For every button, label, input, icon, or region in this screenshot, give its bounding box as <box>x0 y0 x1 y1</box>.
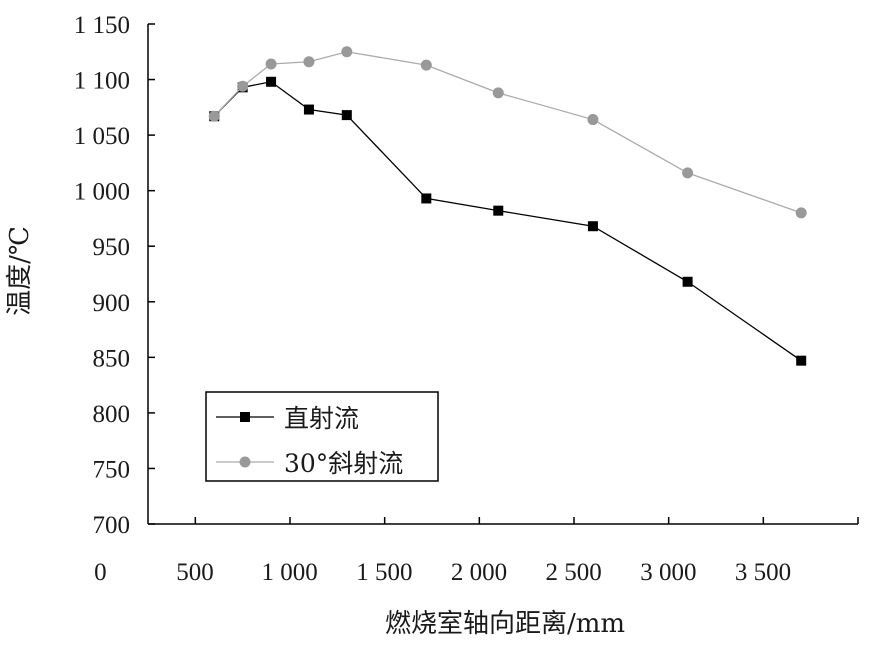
data-point <box>587 114 599 126</box>
x-ticks: 0 500 1 000 1 500 2 000 2 500 3 000 3 500 <box>94 517 859 586</box>
data-point <box>208 110 220 122</box>
data-point <box>265 58 277 70</box>
legend-marker-oblique <box>239 456 251 468</box>
x-tick-label: 0 <box>94 559 107 586</box>
y-tick-label: 1 150 <box>74 12 130 39</box>
data-point <box>303 56 315 68</box>
data-point <box>421 193 432 204</box>
y-tick-label: 700 <box>93 512 131 539</box>
series-layer <box>208 46 807 366</box>
data-point <box>341 110 352 121</box>
y-tick-label: 1 050 <box>74 123 130 150</box>
data-point <box>795 207 807 219</box>
x-tick-label: 1 500 <box>356 559 412 586</box>
series-line <box>213 51 802 214</box>
x-axis-title: 燃烧室轴向距离/mm <box>385 609 625 639</box>
y-tick-label: 800 <box>93 401 131 428</box>
x-tick-label: 3 500 <box>735 559 791 586</box>
data-point <box>682 276 693 287</box>
x-tick-label: 2 000 <box>451 559 507 586</box>
data-point <box>341 46 353 58</box>
x-tick-label: 3 000 <box>640 559 696 586</box>
x-tick-label: 500 <box>176 559 214 586</box>
data-point <box>237 80 249 92</box>
data-point <box>492 87 504 99</box>
data-point <box>266 76 277 87</box>
series-1 <box>208 46 807 219</box>
series-0 <box>209 76 807 366</box>
y-ticks: 700 750 800 850 900 950 1 000 1 050 1 100 1 150 <box>74 12 155 539</box>
y-tick-label: 900 <box>93 290 131 317</box>
legend-label-oblique: 30°斜射流 <box>284 449 403 478</box>
legend-label-direct: 直射流 <box>284 404 359 433</box>
y-tick-label: 1 000 <box>74 179 130 206</box>
legend: 直射流 30°斜射流 <box>205 391 439 482</box>
y-axis-title: 温度/℃ <box>5 226 35 316</box>
data-point <box>303 104 314 115</box>
axes <box>147 24 858 525</box>
x-tick-label: 1 000 <box>262 559 318 586</box>
data-point <box>796 355 807 366</box>
legend-marker-direct <box>240 412 250 422</box>
y-tick-label: 750 <box>93 456 131 483</box>
data-point <box>682 167 694 179</box>
y-tick-label: 1 100 <box>74 68 130 95</box>
data-point <box>493 205 504 216</box>
data-point <box>420 59 432 71</box>
series-line <box>213 81 802 362</box>
x-tick-label: 2 500 <box>546 559 602 586</box>
data-point <box>587 221 598 232</box>
y-tick-label: 950 <box>93 234 131 261</box>
y-tick-label: 850 <box>93 345 131 372</box>
